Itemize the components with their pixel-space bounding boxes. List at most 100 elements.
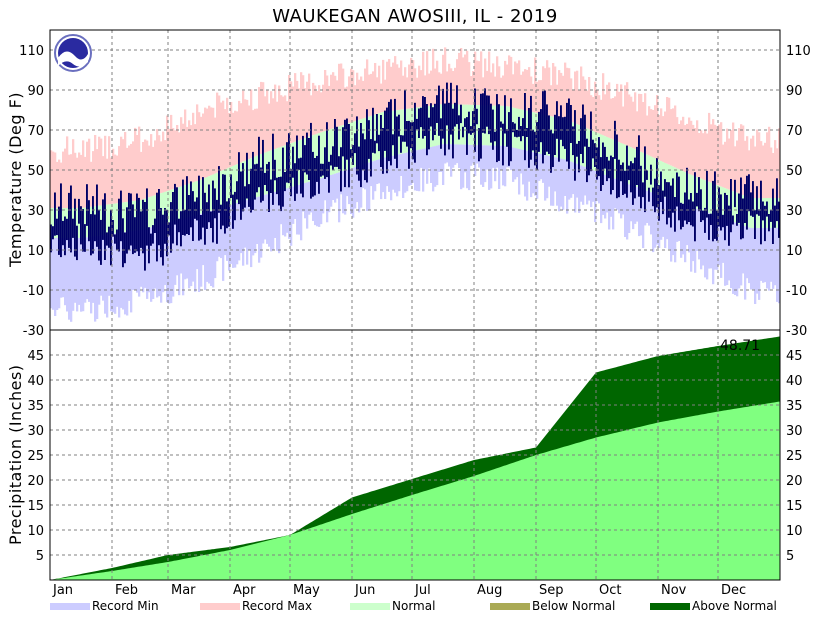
record-max-bar [758, 132, 761, 198]
record-min-bar [742, 225, 745, 274]
record-min-bar [534, 152, 537, 196]
record-min-bar [212, 210, 215, 288]
record-min-bar [244, 200, 247, 248]
temp-tick-label-right: 110 [786, 44, 811, 59]
observed-temp-bar [370, 139, 372, 177]
observed-temp-bar [636, 146, 638, 185]
record-max-bar [458, 52, 461, 105]
record-min-bar [252, 198, 255, 256]
record-max-bar [266, 90, 269, 152]
record-min-bar [196, 214, 199, 270]
observed-temp-bar [400, 135, 402, 153]
record-min-bar [424, 148, 427, 170]
observed-temp-bar [666, 182, 668, 225]
record-max-bar [650, 109, 653, 157]
record-min-bar [304, 183, 307, 219]
observed-temp-bar [548, 115, 550, 154]
record-min-bar [544, 155, 547, 201]
observed-temp-bar [406, 121, 408, 147]
observed-temp-bar [92, 196, 94, 254]
record-min-bar [514, 148, 517, 180]
record-max-bar [182, 123, 185, 186]
normal-range-bar [716, 185, 719, 217]
observed-temp-bar [618, 159, 620, 198]
normal-range-bar [702, 179, 705, 211]
normal-range-bar [200, 179, 203, 214]
record-max-bar [586, 90, 589, 129]
observed-temp-bar [734, 179, 736, 208]
record-min-bar [560, 158, 563, 207]
observed-temp-bar [284, 172, 286, 192]
record-min-bar [468, 144, 471, 191]
record-max-bar [688, 117, 691, 174]
record-max-bar [626, 82, 629, 146]
record-min-bar [486, 145, 489, 170]
record-max-bar [434, 68, 437, 106]
record-min-bar [104, 234, 107, 314]
observed-temp-bar [512, 122, 514, 133]
record-min-bar [718, 216, 721, 266]
record-max-bar [196, 104, 199, 181]
normal-range-bar [290, 143, 293, 188]
record-min-bar [530, 151, 533, 198]
record-min-bar [180, 219, 183, 274]
observed-temp-bar [206, 202, 208, 229]
record-max-bar [388, 59, 391, 112]
observed-temp-bar [196, 197, 198, 221]
record-max-bar [504, 60, 507, 106]
record-max-bar [768, 126, 771, 198]
record-max-bar [146, 140, 149, 198]
record-max-bar [240, 103, 243, 163]
record-min-bar [150, 227, 153, 302]
record-max-bar [330, 74, 333, 130]
record-max-bar [518, 60, 521, 109]
month-label: Feb [115, 583, 138, 598]
record-min-bar [262, 195, 265, 244]
record-max-bar [712, 119, 715, 184]
record-max-bar [512, 74, 515, 108]
observed-temp-bar [78, 198, 80, 224]
observed-temp-bar [252, 151, 254, 210]
record-max-bar [604, 94, 607, 137]
record-max-bar [312, 82, 315, 136]
record-min-bar [474, 145, 477, 176]
record-min-bar [122, 232, 125, 310]
record-max-bar [710, 124, 713, 183]
record-min-bar [350, 168, 353, 214]
record-max-bar [774, 140, 777, 198]
record-min-bar [646, 190, 649, 223]
observed-temp-bar [158, 189, 160, 246]
legend-item-above-normal: Above Normal [650, 597, 777, 615]
normal-range-bar [470, 104, 473, 145]
observed-temp-bar [712, 180, 714, 242]
record-max-bar [396, 64, 399, 111]
record-max-bar [540, 80, 543, 114]
record-max-bar [508, 55, 511, 107]
record-max-bar [374, 63, 377, 115]
record-min-bar [594, 171, 597, 223]
record-min-bar [682, 203, 685, 255]
record-min-bar [238, 202, 241, 261]
observed-temp-bar [354, 133, 356, 154]
observed-temp-bar [744, 184, 746, 223]
record-max-bar [168, 128, 171, 191]
record-min-bar [654, 193, 657, 248]
record-max-bar [134, 127, 137, 201]
observed-temp-bar [312, 151, 314, 197]
observed-temp-bar [508, 112, 510, 166]
record-max-bar [56, 161, 59, 208]
record-min-bar [366, 163, 369, 211]
precip-tick-label-right: 20 [786, 474, 803, 489]
observed-temp-bar [156, 192, 158, 262]
observed-temp-bar [278, 177, 280, 206]
record-max-bar [616, 83, 619, 142]
record-min-bar [688, 206, 691, 253]
observed-temp-bar [630, 161, 632, 193]
record-min-bar [726, 219, 729, 285]
record-min-bar [188, 217, 191, 289]
record-max-bar [370, 73, 373, 116]
observed-temp-bar [392, 134, 394, 146]
record-min-bar [702, 211, 705, 266]
record-max-bar [482, 77, 485, 106]
record-max-bar [86, 141, 89, 208]
